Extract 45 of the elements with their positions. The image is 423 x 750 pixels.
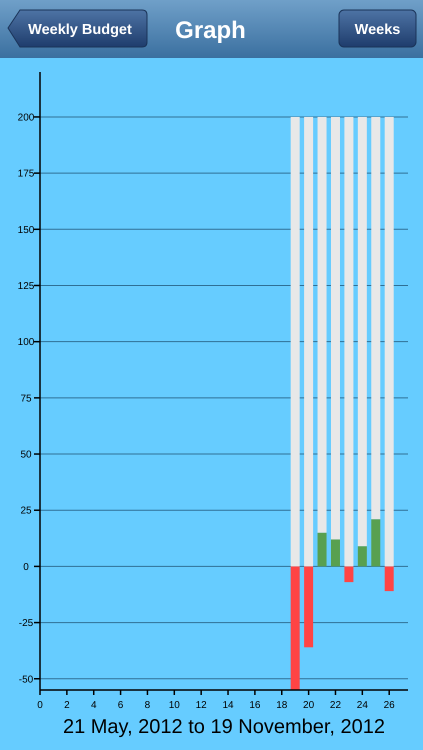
bar xyxy=(304,116,314,566)
x-tick-label: 0 xyxy=(37,700,44,711)
bar xyxy=(290,116,300,566)
x-tick-label: 24 xyxy=(356,700,368,711)
x-tick-label: 14 xyxy=(222,700,234,711)
bar xyxy=(384,116,394,566)
chart-title: Graph xyxy=(175,17,246,44)
x-tick-label: 8 xyxy=(144,700,151,711)
x-tick-label: 22 xyxy=(330,700,342,711)
y-tick-label: 50 xyxy=(20,450,32,461)
bar xyxy=(290,566,300,690)
text: Weekly Budget xyxy=(28,22,132,38)
bar xyxy=(384,566,394,592)
bar xyxy=(371,519,380,566)
bar xyxy=(330,539,340,566)
y-tick-label: 175 xyxy=(18,168,35,180)
x-axis-title: 21 May, 2012 to 19 November, 2012 xyxy=(62,716,386,738)
x-tick-label: 4 xyxy=(90,700,97,711)
y-tick-label: 150 xyxy=(18,224,35,236)
bar xyxy=(344,116,354,566)
x-tick-label: 26 xyxy=(384,700,396,711)
y-tick-label: 75 xyxy=(20,393,32,404)
x-tick-label: 16 xyxy=(249,700,261,711)
x-tick-label: 6 xyxy=(118,700,124,711)
text: Weeks xyxy=(354,22,400,38)
bar xyxy=(371,116,380,520)
bar xyxy=(330,116,340,540)
bar xyxy=(304,566,314,648)
x-tick-label: 18 xyxy=(276,700,288,711)
bar xyxy=(344,566,354,582)
y-tick-label: 0 xyxy=(23,562,30,573)
y-tick-label: 200 xyxy=(18,112,35,124)
bar xyxy=(358,546,367,566)
y-tick-label: 100 xyxy=(18,337,35,348)
y-tick-label: 25 xyxy=(20,506,32,517)
x-tick-label: 10 xyxy=(168,700,180,711)
bar xyxy=(318,116,327,533)
x-tick-label: 12 xyxy=(196,700,208,711)
x-tick-label: 2 xyxy=(64,700,70,711)
x-tick-label: 20 xyxy=(303,700,315,711)
bar xyxy=(358,116,367,546)
bar xyxy=(318,532,327,566)
y-tick-label: -50 xyxy=(18,674,34,686)
y-tick-label: -25 xyxy=(18,618,34,630)
y-tick-label: 125 xyxy=(18,280,35,292)
